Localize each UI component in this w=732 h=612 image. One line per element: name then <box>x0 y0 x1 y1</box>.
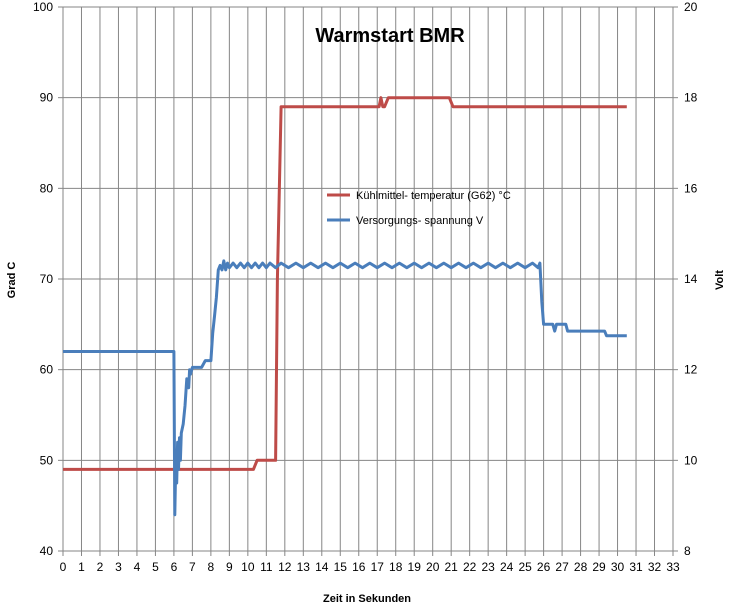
y-tick-label: 80 <box>40 181 54 195</box>
x-tick-label: 30 <box>611 560 625 574</box>
x-tick-label: 24 <box>500 560 514 574</box>
x-tick-label: 0 <box>60 560 67 574</box>
x-tick-label: 14 <box>315 560 329 574</box>
tick-labels: 0 1 2 3 4 5 6 7 8 9 10 11 12 13 14 15 16 17 18 19 20 21 22 23 24… <box>33 0 698 574</box>
x-tick-label: 7 <box>189 560 196 574</box>
series-layer <box>63 96 627 517</box>
x-tick-label: 20 <box>426 560 440 574</box>
legend-label-voltage: Versorgungs- spannung V <box>356 215 484 227</box>
y-tick-label: 50 <box>40 453 54 467</box>
x-tick-label: 16 <box>352 560 366 574</box>
x-tick-label: 33 <box>666 560 680 574</box>
legend: Kühlmittel- temperatur (G62) °C Versorgu… <box>327 190 511 227</box>
x-tick-label: 26 <box>537 560 551 574</box>
y2-axis-title: Volt <box>714 270 726 290</box>
x-tick-label: 15 <box>334 560 348 574</box>
chart-title: Warmstart BMR <box>315 25 465 47</box>
x-tick-label: 1 <box>78 560 85 574</box>
grid-lines <box>62 6 674 552</box>
y-tick-label: 100 <box>33 0 53 14</box>
y2-tick-label: 18 <box>684 91 698 105</box>
x-tick-label: 23 <box>481 560 495 574</box>
x-tick-label: 8 <box>208 560 215 574</box>
x-tick-label: 18 <box>389 560 403 574</box>
axes <box>58 6 678 556</box>
y-axis-title: Grad C <box>6 262 18 299</box>
x-tick-label: 31 <box>629 560 643 574</box>
series-line-temperature <box>63 96 627 471</box>
x-tick-label: 19 <box>408 560 422 574</box>
x-tick-label: 25 <box>518 560 532 574</box>
x-axis-title: Zeit in Sekunden <box>323 593 411 605</box>
x-tick-label: 11 <box>260 560 273 574</box>
x-tick-label: 10 <box>241 560 255 574</box>
plot-area-border <box>62 6 674 552</box>
y2-tick-label: 12 <box>684 363 698 377</box>
x-tick-label: 27 <box>555 560 569 574</box>
y2-tick-label: 14 <box>684 272 698 286</box>
x-tick-label: 22 <box>463 560 477 574</box>
y-tick-label: 60 <box>40 363 54 377</box>
x-tick-label: 6 <box>171 560 178 574</box>
y2-tick-label: 10 <box>684 453 698 467</box>
x-tick-label: 5 <box>152 560 159 574</box>
legend-label-temperature: Kühlmittel- temperatur (G62) °C <box>356 190 511 202</box>
y2-tick-label: 16 <box>684 181 698 195</box>
x-tick-label: 13 <box>297 560 311 574</box>
y-tick-label: 40 <box>40 544 54 558</box>
y2-tick-label: 8 <box>684 544 691 558</box>
x-tick-label: 3 <box>115 560 122 574</box>
x-tick-label: 17 <box>371 560 385 574</box>
x-tick-label: 4 <box>134 560 141 574</box>
y-tick-label: 90 <box>40 91 54 105</box>
x-tick-label: 29 <box>592 560 606 574</box>
x-tick-label: 12 <box>278 560 292 574</box>
y2-tick-label: 20 <box>684 0 698 14</box>
x-tick-label: 28 <box>574 560 588 574</box>
x-tick-label: 32 <box>648 560 662 574</box>
x-tick-label: 21 <box>445 560 459 574</box>
x-tick-label: 2 <box>97 560 104 574</box>
x-tick-label: 9 <box>226 560 233 574</box>
series-line-voltage <box>63 259 627 517</box>
y-tick-label: 70 <box>40 272 54 286</box>
